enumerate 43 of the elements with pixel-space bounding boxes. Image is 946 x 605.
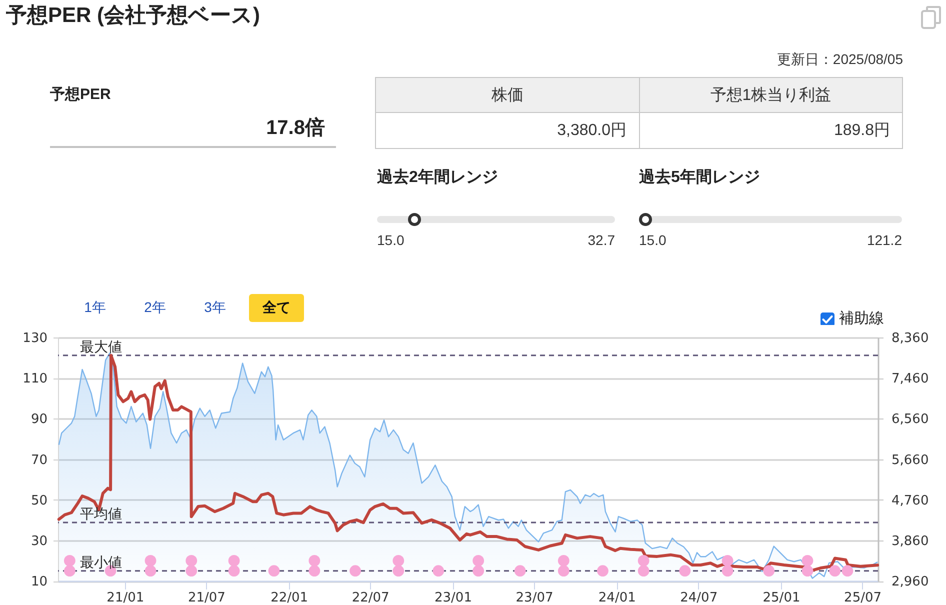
y-tick-label: 50 [30, 493, 48, 508]
y-tick-label: 70 [30, 452, 48, 468]
y2-tick-label: 8,360 [892, 331, 929, 346]
x-tick-label: 25/01 [762, 590, 800, 605]
text: 予想PER [50, 86, 111, 104]
y2-tick-label: 7,460 [892, 372, 929, 387]
text: 15.0 [639, 232, 666, 249]
x-tick-label: 21/07 [188, 590, 226, 605]
text: 1年 [84, 299, 106, 316]
text: 補助線 [839, 310, 884, 328]
x-tick-label: 22/01 [270, 590, 308, 605]
y-tick-label: 110 [22, 372, 48, 387]
ref-line-label: 平均値 [80, 506, 122, 522]
y2-tick-label: 4,760 [892, 493, 929, 508]
text: 過去5年間レンジ [639, 168, 760, 188]
x-tick-label: 23/07 [516, 590, 554, 605]
y2-tick-label: 2,960 [892, 574, 929, 590]
ref-line-label: 最小値 [80, 554, 122, 570]
text: 2年 [144, 299, 166, 316]
text: 3年 [204, 299, 226, 316]
text: 予想PER (会社予想ベース) [6, 3, 260, 28]
text: 過去2年間レンジ [377, 168, 498, 188]
value-table: 株価 予想1株当り利益 3,380.0円 189.8円 [375, 77, 903, 149]
x-tick-label: 22/07 [352, 590, 390, 605]
y2-tick-label: 5,660 [892, 452, 929, 468]
text: 32.7 [588, 232, 615, 249]
y-tick-label: 10 [30, 574, 48, 590]
button: 全て [249, 294, 304, 322]
x-tick-label: 21/01 [106, 590, 144, 605]
y2-tick-label: 3,860 [892, 534, 929, 549]
y-tick-label: 30 [30, 534, 48, 549]
x-tick-label: 23/01 [434, 590, 472, 605]
x-tick-label: 24/01 [598, 590, 636, 605]
text: 17.8倍 [266, 116, 325, 140]
y-tick-label: 130 [22, 331, 48, 346]
text: 15.0 [377, 232, 404, 249]
text: 更新日：2025/08/05 [776, 51, 903, 68]
y-tick-label: 90 [30, 412, 48, 428]
x-tick-label: 24/07 [680, 590, 718, 605]
x-tick-label: 25/07 [844, 590, 882, 605]
y2-tick-label: 6,560 [892, 412, 929, 428]
ref-line-label: 最大値 [80, 338, 122, 354]
text: 121.2 [866, 232, 902, 249]
